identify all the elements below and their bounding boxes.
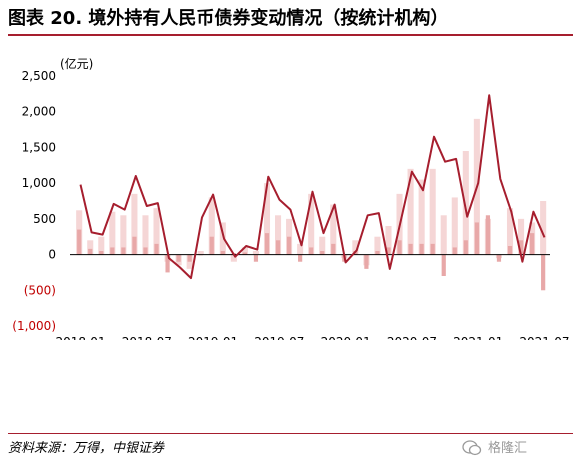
y-tick-label: 500 [33, 212, 56, 226]
watermark: 格隆汇 [488, 441, 528, 456]
bar [143, 247, 148, 255]
bar [496, 254, 502, 262]
bar [121, 247, 126, 255]
bar [176, 254, 181, 262]
bar [308, 193, 315, 255]
bar [374, 236, 381, 255]
bar [331, 243, 336, 255]
x-tick-label: 2021-01 [453, 335, 503, 340]
bar [286, 236, 292, 255]
bar [375, 251, 380, 255]
bar [87, 240, 94, 255]
y-tick-label: (500) [24, 283, 56, 297]
source-divider [8, 433, 573, 434]
bar [507, 246, 513, 255]
bar [418, 179, 425, 255]
bar [451, 197, 458, 255]
y-tick-label: 2,000 [22, 105, 56, 119]
bar [352, 240, 359, 255]
bar [253, 254, 259, 262]
source-note: 资料来源：万得，中银证券 [8, 441, 165, 456]
bar [474, 222, 479, 255]
bar [364, 254, 369, 269]
y-tick-label: 1,500 [22, 140, 56, 154]
bar [77, 229, 82, 255]
bar [220, 251, 225, 255]
bar [530, 233, 535, 255]
bar [540, 201, 547, 255]
bar [408, 243, 413, 255]
bar [131, 193, 138, 255]
bar [242, 252, 247, 255]
bar [462, 151, 469, 255]
bar [120, 215, 127, 255]
bar [330, 204, 337, 255]
bar [463, 240, 468, 255]
x-tick-label: 2021-07 [519, 335, 569, 340]
total-change-series-line [79, 94, 546, 280]
bar [154, 243, 159, 255]
x-tick-label: 2019-07 [254, 335, 304, 340]
total-change-line [79, 94, 546, 280]
bar [230, 254, 237, 262]
bar [419, 243, 424, 255]
y-axis-unit: (亿元) [60, 56, 93, 71]
x-tick-label: 2019-01 [188, 335, 238, 340]
bar [274, 215, 282, 255]
bar [298, 254, 303, 262]
x-tick-label: 2018-01 [55, 335, 105, 340]
x-axis: 2018-01 2018-07 2019-01 2019-07 2020-01 2020-… [55, 335, 569, 340]
bar [142, 215, 149, 255]
bar [209, 236, 214, 255]
bar [441, 254, 446, 276]
bar [241, 247, 248, 255]
bar [99, 251, 104, 255]
bar [452, 247, 457, 255]
bar [506, 208, 514, 255]
bar [208, 197, 215, 255]
bar [252, 251, 259, 255]
bar [275, 240, 281, 255]
chart-title: 图表 20. 境外持有人民币债券变动情况（按统计机构） [8, 4, 573, 36]
bar [297, 243, 304, 255]
bar [386, 247, 391, 255]
bar [320, 251, 325, 255]
y-axis: (亿元) (1,000) (500) 0 500 1,000 1,500 2,000 2,500 [12, 56, 93, 333]
bar [407, 168, 414, 255]
bar [319, 236, 326, 255]
bar [197, 251, 204, 255]
bar [109, 211, 116, 255]
bar [518, 240, 524, 255]
x-tick-label: 2020-01 [321, 335, 371, 340]
x-tick-label: 2020-07 [387, 335, 437, 340]
chart: (亿元) (1,000) (500) 0 500 1,000 1,500 2,000 2,500… [12, 56, 569, 340]
bar [385, 226, 392, 255]
bar [440, 215, 447, 255]
bar [264, 233, 270, 255]
wechat-icon [462, 440, 482, 456]
bar [485, 215, 491, 255]
bar [429, 168, 436, 255]
bar [263, 183, 271, 255]
y-tick-label: 1,000 [22, 176, 56, 190]
bar [430, 243, 435, 255]
bar [132, 236, 137, 255]
y-tick-label: 2,500 [22, 69, 56, 83]
bar [219, 222, 226, 255]
bar [110, 247, 115, 255]
bar [541, 254, 546, 291]
bar [98, 236, 105, 255]
bar [397, 240, 402, 255]
y-tick-label: (1,000) [12, 319, 56, 333]
bar [165, 254, 170, 273]
y-tick-label: 0 [48, 248, 56, 262]
bar [309, 247, 314, 255]
x-tick-label: 2018-07 [122, 335, 172, 340]
bar [187, 254, 192, 262]
bar [153, 208, 160, 255]
bar [518, 218, 525, 255]
bar [88, 248, 93, 255]
